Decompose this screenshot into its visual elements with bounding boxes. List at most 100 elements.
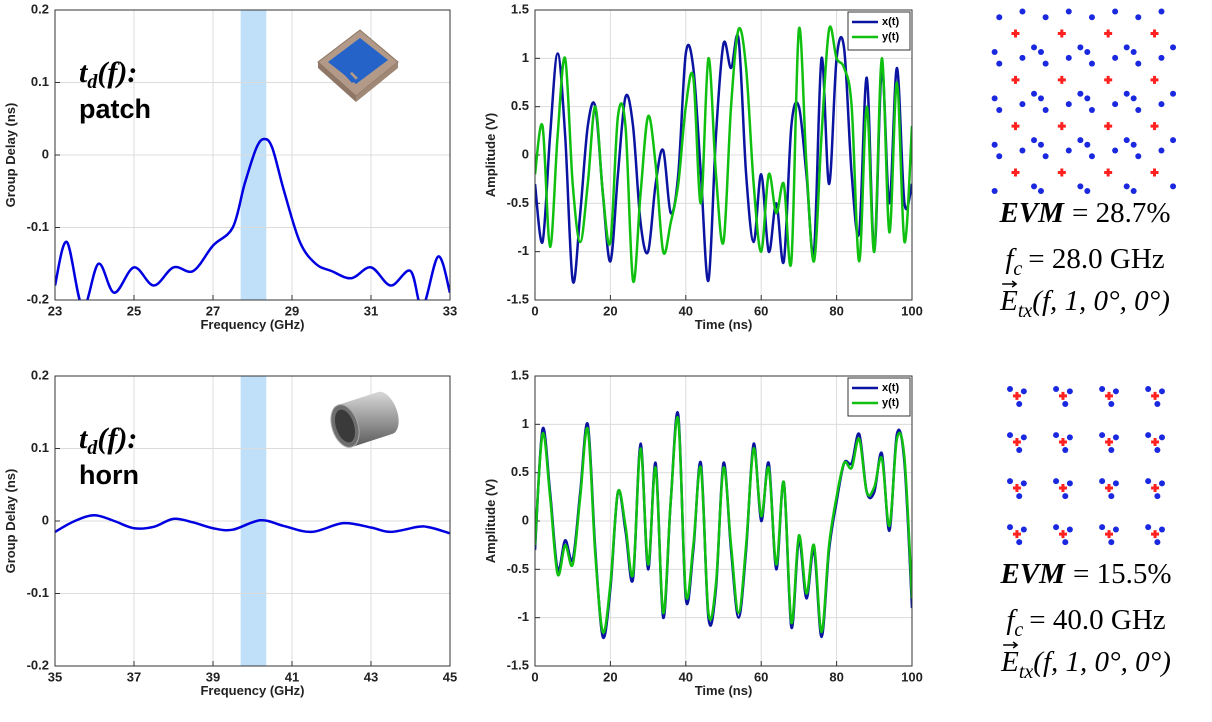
x-tick-label: 20 — [603, 669, 617, 684]
symbol-point — [1031, 183, 1038, 190]
reference-point — [1104, 75, 1113, 84]
symbol-point — [1019, 8, 1026, 15]
reference-point — [1104, 29, 1113, 38]
reference-point — [1150, 29, 1159, 38]
symbol-point — [1135, 106, 1142, 113]
symbol-point — [1062, 447, 1069, 454]
symbol-point — [1077, 90, 1084, 97]
symbol-point — [1053, 524, 1060, 531]
y-tick-label: 0 — [522, 146, 529, 161]
symbol-point — [1019, 101, 1026, 108]
y-tick-label: -1 — [517, 609, 529, 624]
reference-point — [1057, 29, 1066, 38]
symbol-point — [1108, 493, 1115, 500]
symbol-point — [1158, 147, 1165, 154]
symbol-point — [1145, 386, 1152, 393]
symbol-point — [1016, 493, 1023, 500]
carrier-label-part: = 28.0 GHz — [1028, 243, 1164, 275]
symbol-point — [1112, 388, 1119, 395]
plot-frame — [534, 375, 913, 667]
carrier-label-part: = 40.0 GHz — [1029, 604, 1165, 636]
symbol-point — [1135, 60, 1142, 67]
reference-point — [1105, 530, 1114, 539]
evm-label-part: EVM — [999, 197, 1066, 229]
symbol-point — [1062, 493, 1069, 500]
symbol-point — [1037, 95, 1044, 102]
symbol-point — [1154, 447, 1161, 454]
y-tick-label: -0.5 — [507, 195, 529, 210]
reference-point — [1151, 437, 1160, 446]
x-tick-label: 39 — [206, 669, 220, 684]
symbol-point — [1099, 524, 1106, 531]
legend-box — [847, 377, 911, 417]
plot-frame — [54, 9, 451, 301]
symbol-point — [1135, 153, 1142, 160]
symbol-point — [1053, 432, 1060, 439]
plot-frame — [534, 9, 913, 301]
y-tick-label: 0.5 — [511, 98, 529, 113]
y-tick-label: 0.2 — [31, 367, 49, 382]
annotation-symbol: t — [79, 56, 89, 89]
reference-point — [1151, 530, 1160, 539]
symbol-point — [1112, 54, 1119, 61]
symbol-point — [991, 141, 998, 148]
vector-arrow — [1002, 280, 1018, 288]
x-tick-label: 80 — [829, 303, 843, 318]
symbol-point — [1088, 153, 1095, 160]
reference-point — [1105, 437, 1114, 446]
reference-point — [1150, 122, 1159, 131]
reference-point — [1058, 437, 1067, 446]
symbol-point — [1099, 478, 1106, 485]
symbol-point — [1020, 480, 1027, 487]
field-label-part: E — [999, 285, 1018, 317]
symbol-point — [1042, 153, 1049, 160]
symbol-point — [1158, 8, 1165, 15]
symbol-point — [1037, 49, 1044, 56]
data-line — [55, 513, 450, 535]
x-tick-label: 80 — [829, 669, 843, 684]
x-tick-label: 20 — [603, 303, 617, 318]
x-tick-label: 60 — [754, 669, 768, 684]
legend-label: y(t) — [882, 31, 899, 43]
annotation: td(f): — [79, 56, 137, 93]
x-tick-label: 60 — [754, 303, 768, 318]
x-tick-label: 100 — [901, 669, 923, 684]
x-axis-label: Frequency (GHz) — [200, 317, 304, 332]
symbol-point — [1084, 188, 1091, 195]
symbol-point — [1020, 434, 1027, 441]
symbol-point — [1170, 137, 1177, 144]
evm-label-part: = 15.5% — [1073, 558, 1172, 590]
reference-point — [1011, 29, 1020, 38]
x-tick-label: 23 — [48, 303, 62, 318]
y-axis-label: Group Delay (ns) — [3, 469, 18, 574]
x-tick-label: 40 — [679, 669, 693, 684]
symbol-point — [1053, 386, 1060, 393]
symbol-point — [1130, 95, 1137, 102]
x-tick-label: 25 — [127, 303, 141, 318]
x-axis-label: Time (ns) — [695, 683, 753, 698]
symbol-point — [1088, 106, 1095, 113]
y-axis-label: Group Delay (ns) — [3, 103, 18, 208]
annotation-subscript: d — [87, 71, 98, 93]
symbol-point — [1158, 54, 1165, 61]
legend-label: x(t) — [882, 382, 899, 394]
symbol-point — [1020, 388, 1027, 395]
symbol-point — [1123, 137, 1130, 144]
symbol-point — [1108, 447, 1115, 454]
field-label-part: (f, 1, 0°, 0°) — [1032, 285, 1170, 317]
reference-point — [1057, 168, 1066, 177]
y-tick-label: -0.2 — [27, 657, 49, 672]
symbol-point — [1037, 141, 1044, 148]
symbol-point — [1088, 60, 1095, 67]
x-tick-label: 41 — [285, 669, 299, 684]
symbol-point — [1066, 526, 1073, 533]
symbol-point — [1112, 147, 1119, 154]
y-tick-label: -0.2 — [27, 291, 49, 306]
symbol-point — [1019, 147, 1026, 154]
y-axis-label: Amplitude (V) — [483, 479, 498, 564]
reference-point — [1150, 168, 1159, 177]
carrier-label: fc = 28.0 GHz — [1005, 243, 1164, 280]
symbol-point — [1066, 434, 1073, 441]
reference-point — [1104, 122, 1113, 131]
